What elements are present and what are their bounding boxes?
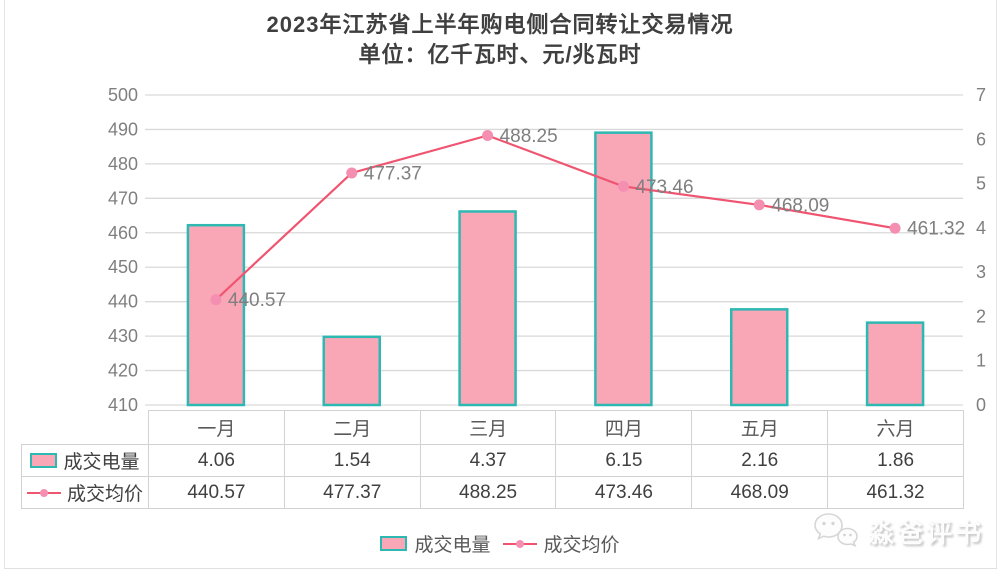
chart-data-table: 一月 二月 三月 四月 五月 六月成交电量 4.06 1.54 4.37 6.15 2.16 1.86… bbox=[21, 410, 964, 509]
price-value-cell: 468.09 bbox=[691, 476, 829, 509]
y-axis-left-tick-label: 430 bbox=[108, 326, 138, 346]
y-axis-right-tick-label: 4 bbox=[976, 218, 986, 238]
month-header-cell: 六月 bbox=[827, 410, 964, 445]
price-point-label: 461.32 bbox=[907, 219, 965, 240]
price-marker bbox=[482, 129, 494, 141]
y-axis-left-tick-label: 450 bbox=[108, 257, 138, 277]
chart-legend: 成交电量 成交均价 bbox=[0, 530, 1000, 557]
bar-series-swatch-icon bbox=[30, 453, 58, 468]
y-axis-left-tick-label: 410 bbox=[108, 395, 138, 415]
legend-label: 成交均价 bbox=[543, 535, 620, 556]
month-header-cell: 一月 bbox=[148, 410, 285, 445]
line-series-swatch-icon bbox=[26, 487, 61, 499]
price-point-label: 477.37 bbox=[364, 163, 422, 184]
series-row-label-cell: 成交电量 bbox=[21, 444, 149, 477]
month-header-cell: 四月 bbox=[555, 410, 693, 445]
table-corner-cell bbox=[22, 411, 149, 445]
volume-value-cell: 1.86 bbox=[827, 444, 964, 477]
price-value-cell: 461.32 bbox=[827, 476, 964, 509]
price-value-cell: 477.37 bbox=[283, 476, 421, 509]
series-row-label: 成交均价 bbox=[22, 479, 148, 506]
y-axis-left-tick-label: 470 bbox=[108, 188, 138, 208]
y-axis-right-tick-label: 1 bbox=[976, 351, 986, 371]
legend-item: 成交均价 bbox=[502, 530, 620, 557]
y-axis-left-tick-label: 420 bbox=[108, 361, 138, 381]
series-name-label: 成交均价 bbox=[66, 484, 143, 505]
volume-bar bbox=[730, 308, 789, 407]
legend-item: 成交电量 bbox=[380, 530, 491, 557]
volume-bar bbox=[594, 131, 653, 407]
y-axis-right-tick-label: 2 bbox=[976, 306, 986, 326]
price-value-cell: 440.57 bbox=[148, 476, 285, 509]
volume-value-cell: 4.06 bbox=[148, 444, 285, 477]
volume-bar bbox=[865, 321, 925, 407]
month-header-row: 一月 二月 三月 四月 五月 六月 bbox=[22, 410, 964, 445]
price-point-label: 473.46 bbox=[635, 177, 693, 198]
price-point-label: 488.25 bbox=[500, 126, 558, 147]
volume-bar bbox=[186, 223, 246, 407]
volume-bar bbox=[322, 335, 381, 407]
y-axis-left-tick-label: 460 bbox=[108, 223, 138, 243]
month-header-cell: 二月 bbox=[283, 410, 421, 445]
series-row-label: 成交电量 bbox=[22, 447, 148, 474]
month-header-cell: 五月 bbox=[691, 410, 829, 445]
price-marker bbox=[210, 294, 222, 306]
price-line bbox=[215, 134, 896, 301]
volume-value-cell: 1.54 bbox=[283, 444, 421, 477]
wechat-icon bbox=[814, 513, 858, 548]
chart-units-subtitle: 单位：亿千瓦时、元/兆瓦时 bbox=[358, 42, 642, 67]
volume-value-cell: 2.16 bbox=[691, 444, 829, 477]
price-marker bbox=[346, 167, 358, 179]
price-point-label: 468.09 bbox=[771, 195, 829, 216]
price-marker bbox=[617, 180, 629, 192]
price-value-cell: 473.46 bbox=[555, 476, 693, 509]
volume-value-cell: 4.37 bbox=[419, 444, 557, 477]
volume-value-cell: 6.15 bbox=[555, 444, 693, 477]
volume-bar bbox=[458, 210, 517, 407]
series-row-label-cell: 成交均价 bbox=[21, 476, 149, 509]
watermark-text: 淼爸评书 bbox=[868, 517, 985, 548]
price-value-cell: 488.25 bbox=[419, 476, 557, 509]
legend-label: 成交电量 bbox=[414, 535, 491, 556]
price-marker bbox=[753, 199, 765, 211]
chart-title-block: 2023年江苏省上半年购电侧合同转让交易情况 单位：亿千瓦时、元/兆瓦时 bbox=[0, 10, 1000, 70]
bar-legend-swatch-icon bbox=[380, 536, 408, 551]
y-axis-right-tick-label: 3 bbox=[976, 262, 986, 282]
series-value-row: 成交电量 4.06 1.54 4.37 6.15 2.16 1.86 bbox=[21, 444, 964, 477]
price-marker bbox=[889, 222, 901, 234]
series-name-label: 成交电量 bbox=[63, 452, 140, 473]
y-axis-right-tick-label: 7 bbox=[976, 85, 986, 105]
y-axis-left-tick-label: 440 bbox=[108, 292, 138, 312]
watermark: 淼爸评书 bbox=[812, 510, 984, 552]
y-axis-right-tick-label: 0 bbox=[976, 395, 986, 415]
price-point-label: 440.57 bbox=[228, 290, 286, 311]
y-axis-right-tick-label: 5 bbox=[976, 174, 986, 194]
chart-title: 2023年江苏省上半年购电侧合同转让交易情况 bbox=[266, 12, 734, 37]
line-legend-swatch-icon bbox=[502, 538, 537, 550]
series-value-row: 成交均价 440.57 477.37 488.25 473.46 468.09 461.32 bbox=[21, 476, 964, 509]
y-axis-left-tick-label: 490 bbox=[108, 119, 138, 139]
y-axis-right-tick-label: 6 bbox=[976, 129, 986, 149]
y-axis-left-tick-label: 500 bbox=[108, 85, 138, 105]
month-header-cell: 三月 bbox=[419, 410, 557, 445]
y-axis-left-tick-label: 480 bbox=[108, 154, 138, 174]
